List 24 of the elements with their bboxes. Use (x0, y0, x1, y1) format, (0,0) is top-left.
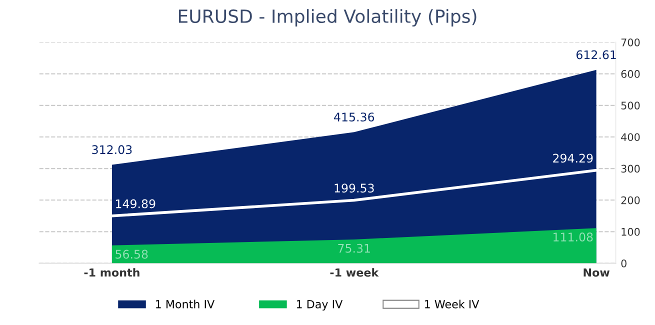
x-tick-label: -1 week (330, 268, 379, 277)
data-label: 149.89 (116, 199, 156, 208)
legend-label: 1 Week IV (425, 300, 480, 308)
data-label: 612.61 (576, 50, 616, 60)
y-tick-label: 100 (622, 228, 640, 236)
data-label: 294.29 (553, 154, 593, 163)
data-label: 199.53 (334, 184, 374, 193)
chart-title: EURUSD - Implied Volatility (Pips) (178, 9, 476, 27)
legend-label: 1 Month IV (156, 300, 215, 308)
data-label: 415.36 (334, 112, 374, 122)
y-tick-label: 400 (621, 133, 640, 142)
y-tick-label: 300 (621, 164, 640, 173)
legend-label: 1 Day IV (296, 300, 343, 311)
data-label: 111.08 (554, 232, 593, 242)
x-tick-label: -1 month (84, 268, 140, 277)
data-label: 312.03 (92, 145, 132, 154)
y-tick-label: 600 (621, 70, 640, 78)
x-tick-label: Now (584, 268, 610, 277)
y-tick-label: 500 (621, 102, 640, 110)
y-tick-label: 0 (621, 259, 626, 268)
y-tick-label: 700 (621, 38, 640, 46)
data-label: 75.31 (338, 244, 370, 253)
data-label: 56.58 (116, 250, 148, 259)
y-tick-label: 200 (621, 196, 640, 204)
